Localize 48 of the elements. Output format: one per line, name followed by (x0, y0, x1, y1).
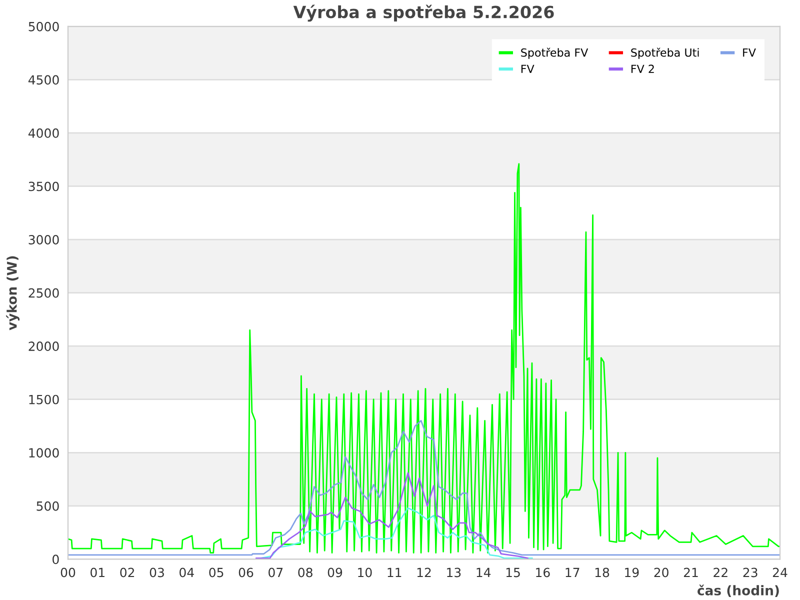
x-tick-label: 02 (120, 568, 134, 578)
y-tick-label: 5000 (28, 22, 59, 32)
legend-label: FV (521, 64, 534, 73)
x-tick-label: 04 (180, 568, 194, 578)
y-tick-label: 0 (52, 554, 59, 564)
x-tick-label: 23 (743, 568, 758, 578)
x-tick-label: 07 (268, 568, 283, 578)
line-series (68, 420, 780, 556)
x-tick-label: 15 (506, 568, 520, 578)
line-series (255, 472, 529, 559)
x-tick-label: 03 (150, 568, 164, 578)
x-tick-label: 16 (536, 568, 550, 578)
x-tick-label: 19 (625, 568, 639, 578)
x-tick-label: 17 (566, 568, 580, 578)
x-tick-label: 21 (684, 568, 698, 578)
x-tick-label: 00 (60, 568, 76, 578)
y-tick-label: 4000 (28, 128, 59, 138)
legend-label: Spotřeba FV (521, 48, 588, 59)
legend-label: Spotřeba Uti (631, 48, 699, 59)
y-tick-label: 1500 (29, 394, 59, 404)
y-axis-title: výkon (W) (6, 256, 20, 330)
x-tick-label: 18 (595, 568, 610, 578)
x-axis-title: čas (hodin) (698, 584, 779, 597)
x-tick-label: 10 (358, 568, 372, 578)
x-tick-label: 22 (714, 568, 728, 578)
x-tick-label: 11 (388, 568, 402, 578)
x-tick-label: 01 (90, 568, 104, 578)
x-tick-label: 12 (417, 568, 431, 578)
y-tick-label: 3000 (28, 234, 59, 244)
x-tick-label: 13 (447, 568, 461, 578)
x-tick-label: 24 (772, 568, 788, 578)
y-tick-label: 3500 (28, 182, 59, 192)
x-tick-label: 06 (238, 568, 254, 578)
y-tick-label: 2500 (28, 288, 59, 298)
y-tick-label: 4500 (28, 75, 59, 85)
x-tick-label: 08 (298, 568, 312, 578)
x-tick-label: 05 (209, 568, 224, 578)
line-series (260, 507, 533, 559)
y-tick-label: 2000 (28, 342, 59, 352)
legend-label: FV 2 (631, 64, 654, 73)
x-tick-label: 09 (328, 568, 342, 578)
y-tick-label: 1000 (29, 448, 59, 458)
chart-title: Výroba a spotřeba 5.2.2026 (293, 4, 554, 22)
line-series (68, 163, 780, 554)
x-tick-label: 20 (654, 568, 668, 578)
x-tick-label: 14 (476, 568, 491, 578)
y-tick-label: 500 (36, 501, 59, 511)
legend-label: FV (743, 48, 756, 57)
